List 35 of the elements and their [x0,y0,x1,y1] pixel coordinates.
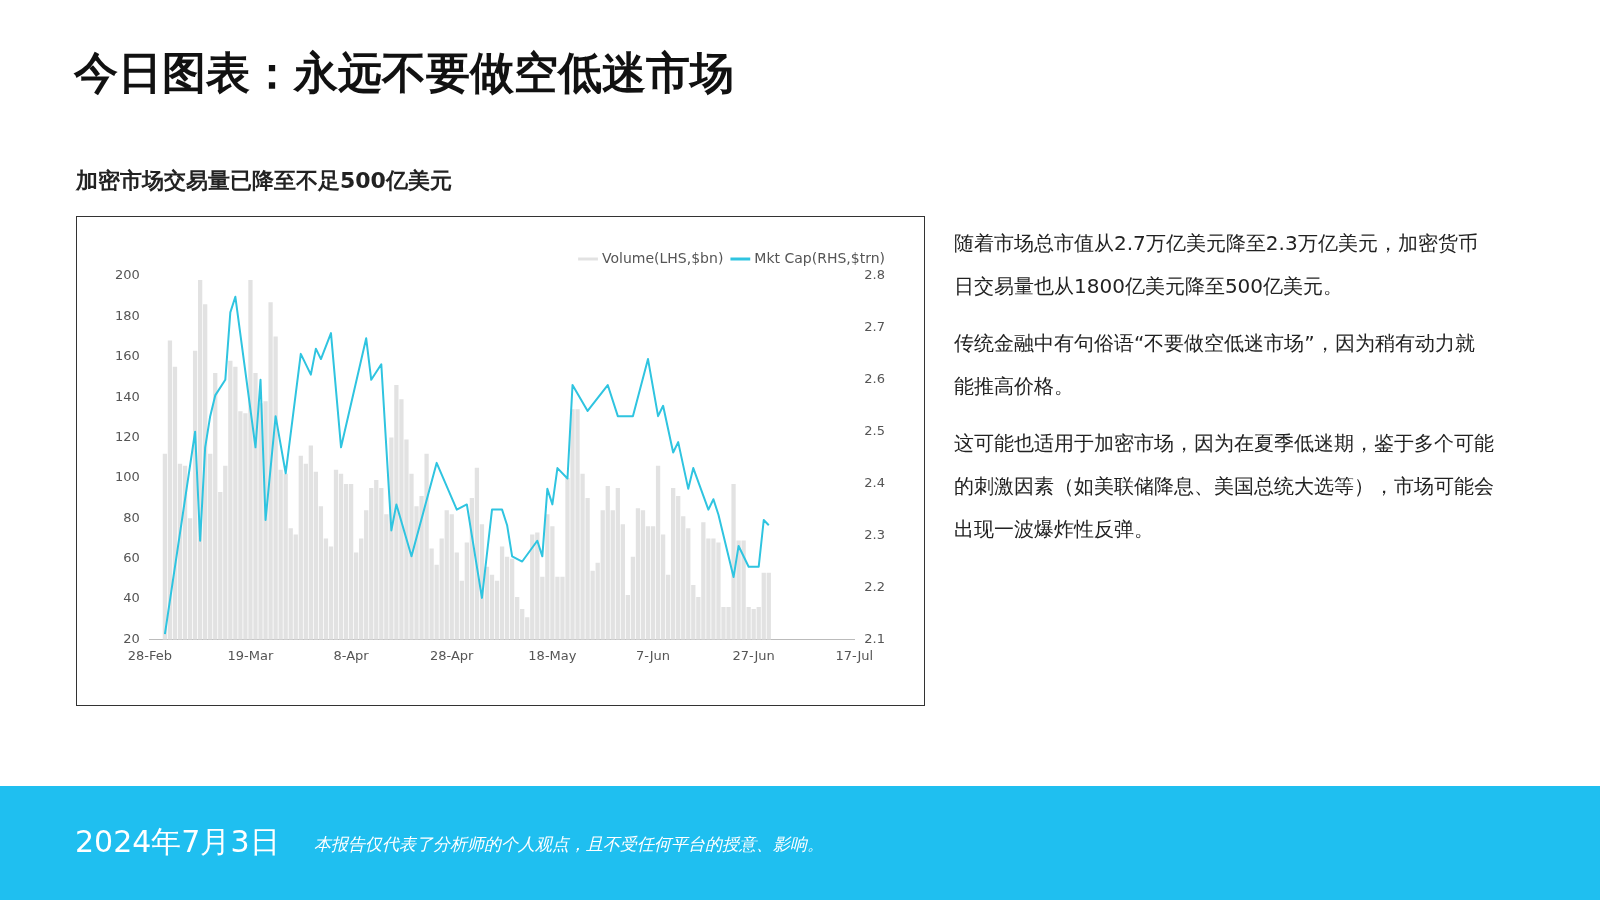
y2-tick-label: 2.8 [864,267,886,283]
x-tick-label: 28-Apr [430,647,475,663]
y-tick-label: 80 [123,509,140,525]
y-tick-label: 200 [114,267,140,283]
x-tick-label: 27-Jun [732,647,775,663]
y-tick-label: 20 [123,630,140,646]
y-tick-label: 140 [114,388,140,404]
x-tick-label: 28-Feb [127,647,172,663]
y2-tick-label: 2.1 [864,630,886,646]
x-tick-label: 8-Apr [333,647,370,663]
y2-tick-label: 2.6 [864,371,886,387]
y-tick-label: 100 [114,469,140,485]
y-tick-label: 160 [114,348,140,364]
y-tick-label: 60 [123,550,140,566]
y2-tick-label: 2.3 [864,526,886,542]
y2-tick-label: 2.2 [864,578,886,594]
legend-label: Mkt Cap(RHS,$trn) [754,249,886,266]
y2-tick-label: 2.5 [864,423,886,439]
y-tick-label: 180 [114,307,140,323]
x-tick-label: 7-Jun [636,647,671,663]
y2-tick-label: 2.7 [864,319,886,335]
chart-title: 今日图表：永远不要做空低迷市场 [74,46,734,100]
text: 随着市场总市值从2.7万亿美元降至2.3万亿美元，加密货币日交易量也从1800亿美元降至500亿美元。 [954,230,1479,300]
x-tick-label: 19-Mar [227,647,274,663]
text: 本报告仅代表了分析师的个人观点，且不受任何平台的授意、影响。 [314,833,824,856]
text: 传统金融中有句俗语“不要做空低迷市场”，因为稍有动力就能推高价格。 [954,330,1476,400]
y2-tick-label: 2.4 [864,475,886,491]
x-tick-label: 17-Jul [835,647,874,663]
text: 2024年7月3日 [75,823,280,861]
chart-subtitle: 加密市场交易量已降至不足500亿美元 [76,167,452,195]
legend-label: Volume(LHS,$bn) [602,249,724,266]
text: 这可能也适用于加密市场，因为在夏季低迷期，鉴于多个可能的刺激因素（如美联储降息、美国总统大选等），市场可能会出现一波爆炸性反弹。 [954,430,1494,543]
y-tick-label: 40 [123,590,140,606]
x-tick-label: 18-May [528,647,577,663]
y-tick-label: 120 [114,428,140,444]
